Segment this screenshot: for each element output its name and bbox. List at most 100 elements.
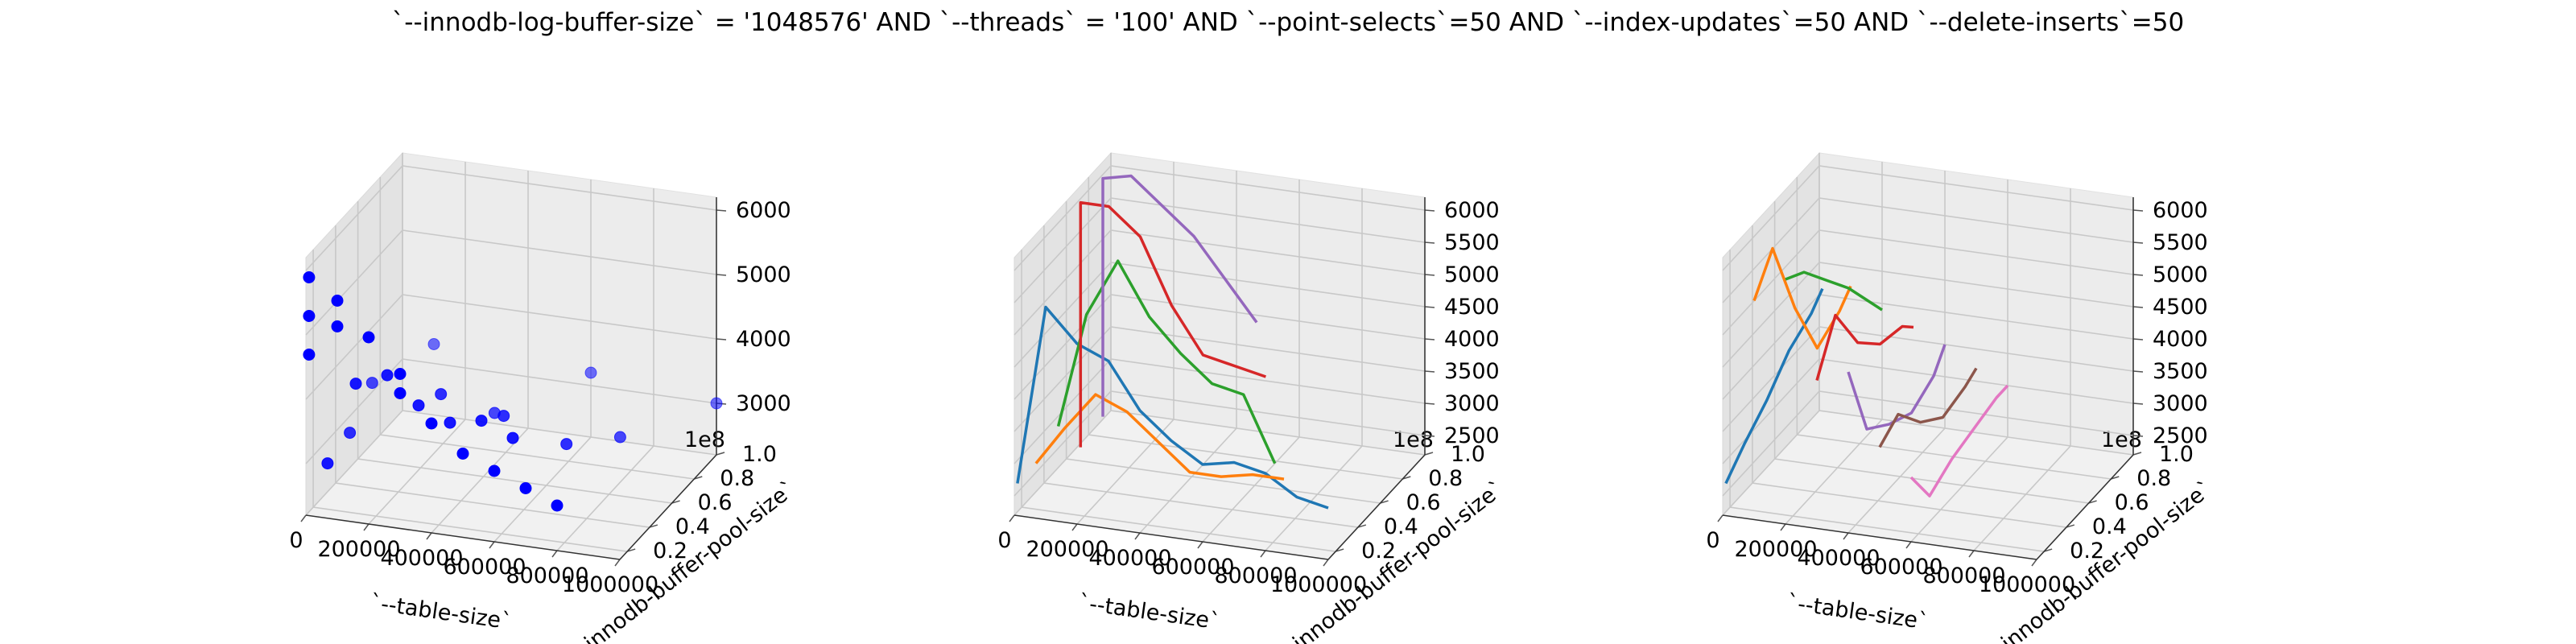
data-point — [506, 431, 519, 444]
z-tick-mark — [2132, 338, 2144, 341]
chart-panel-1: 0 20000040000060000080000010000000.20.40.… — [289, 151, 801, 644]
x-tick-label: 600000 — [443, 555, 526, 580]
x-tick-mark — [614, 559, 621, 567]
y-gridline — [379, 177, 695, 480]
y-gridline — [1088, 177, 1403, 480]
y-tick-mark — [1424, 452, 1434, 456]
z-gridline — [1013, 165, 1426, 271]
x-tick-mark — [1009, 514, 1015, 522]
x-tick-label: 800000 — [1922, 564, 2005, 588]
z-tick-label: 5500 — [2153, 230, 2208, 255]
y-gridline — [1752, 225, 2067, 528]
x-tick-label: 400000 — [1088, 546, 1171, 571]
data-point — [613, 431, 626, 444]
x-tick-mark — [1197, 541, 1203, 549]
y-tick-label: 0.6 — [1406, 490, 1441, 515]
y-tick-label: 0.2 — [2070, 539, 2104, 564]
series-line-2 — [1034, 393, 1285, 481]
data-point — [560, 438, 573, 451]
x-tick-mark — [1260, 550, 1266, 558]
z-gridline — [305, 358, 717, 464]
data-point — [303, 349, 316, 361]
series-line-2 — [1752, 246, 1852, 350]
y-tick-mark — [2088, 500, 2097, 504]
data-point — [519, 482, 532, 494]
z-tick-label: 6000 — [1444, 198, 1500, 223]
x-tick-mark — [1780, 523, 1786, 531]
chart-panel-3: 0 20000040000060000080000010000000.20.40.… — [1706, 151, 2218, 644]
data-point — [551, 499, 564, 512]
y-gridline — [357, 201, 672, 504]
z-tick-label: 3500 — [1444, 359, 1500, 384]
data-point — [331, 295, 344, 307]
y-axis-line — [1327, 454, 1426, 560]
data-point — [303, 310, 316, 322]
y-tick-label: 0.4 — [675, 514, 710, 539]
z-tick-mark — [2132, 209, 2144, 212]
y-tick-mark — [1335, 548, 1344, 552]
z-gridline — [1722, 197, 2134, 303]
z-gridline — [1722, 326, 2134, 432]
y-gridline — [1021, 250, 1336, 552]
data-point — [427, 338, 440, 350]
y-tick-label: 0.6 — [698, 490, 733, 515]
y-tick-mark — [716, 452, 725, 456]
z-gridline — [1722, 358, 2134, 464]
x-tick-mark — [1843, 532, 1849, 540]
x-tick-mark — [1071, 523, 1078, 531]
data-point — [412, 399, 425, 412]
x-tick-mark — [1968, 550, 1975, 558]
z-tick-label: 4000 — [1444, 327, 1500, 352]
data-point — [394, 368, 407, 380]
x-tick-label: 600000 — [1860, 555, 1942, 580]
data-point — [365, 377, 378, 390]
y-tick-label: 0.8 — [2136, 466, 2171, 491]
y-tick-label: 0.4 — [2092, 514, 2127, 539]
y-tick-mark — [2111, 476, 2120, 480]
y-tick-label: 0.8 — [720, 466, 754, 491]
y-tick-mark — [671, 500, 680, 504]
y-tick-mark — [2043, 548, 2053, 552]
back-pane — [402, 152, 717, 456]
z-tick-label: 3000 — [2153, 391, 2208, 416]
z-tick-label: 5000 — [2153, 262, 2208, 287]
x-tick-mark — [1905, 541, 1912, 549]
x-axis-label: `--table-size` — [1785, 590, 1930, 634]
z-tick-label: 4000 — [2153, 327, 2208, 352]
x-tick-label: 200000 — [1734, 537, 1817, 562]
z-tick-mark — [1424, 306, 1435, 308]
data-point — [344, 427, 357, 440]
x-tick-label: 0 — [289, 528, 303, 553]
y-tick-label: 1.0 — [2159, 442, 2194, 467]
z-tick-mark — [1424, 370, 1435, 373]
z-tick-label: 5500 — [1444, 230, 1500, 255]
series-line-6 — [1878, 367, 1978, 448]
y-tick-mark — [1402, 476, 1411, 480]
data-point — [584, 366, 597, 379]
y-gridline — [1773, 201, 2089, 504]
x-tick-mark — [300, 514, 307, 522]
x-axis-label: `--table-size` — [369, 590, 514, 634]
data-point — [488, 464, 501, 477]
y-offset-label: 1e8 — [684, 427, 725, 452]
z-tick-label: 3500 — [2153, 359, 2208, 384]
z-tick-mark — [2132, 242, 2144, 244]
z-tick-mark — [2132, 306, 2144, 308]
y-gridline — [1796, 177, 2112, 480]
x-axis-line — [1722, 514, 2037, 560]
x-tick-label: 0 — [997, 528, 1011, 553]
y-tick-mark — [1380, 500, 1389, 504]
x-tick-label: 0 — [1706, 528, 1719, 553]
x-tick-label: 1000000 — [1270, 572, 1367, 597]
figure-title: `--innodb-log-buffer-size` = '1048576' A… — [391, 8, 2185, 37]
y-tick-label: 1.0 — [742, 442, 777, 467]
y-tick-mark — [2066, 524, 2075, 528]
y-tick-label: 0.8 — [1428, 466, 1463, 491]
z-gridline — [305, 294, 717, 400]
z-gridline — [1013, 294, 1426, 400]
x-tick-label: 600000 — [1151, 555, 1234, 580]
data-point — [362, 331, 375, 344]
z-tick-label: 6000 — [736, 198, 791, 223]
z-gridline — [305, 165, 717, 271]
z-gridline — [1013, 326, 1426, 432]
